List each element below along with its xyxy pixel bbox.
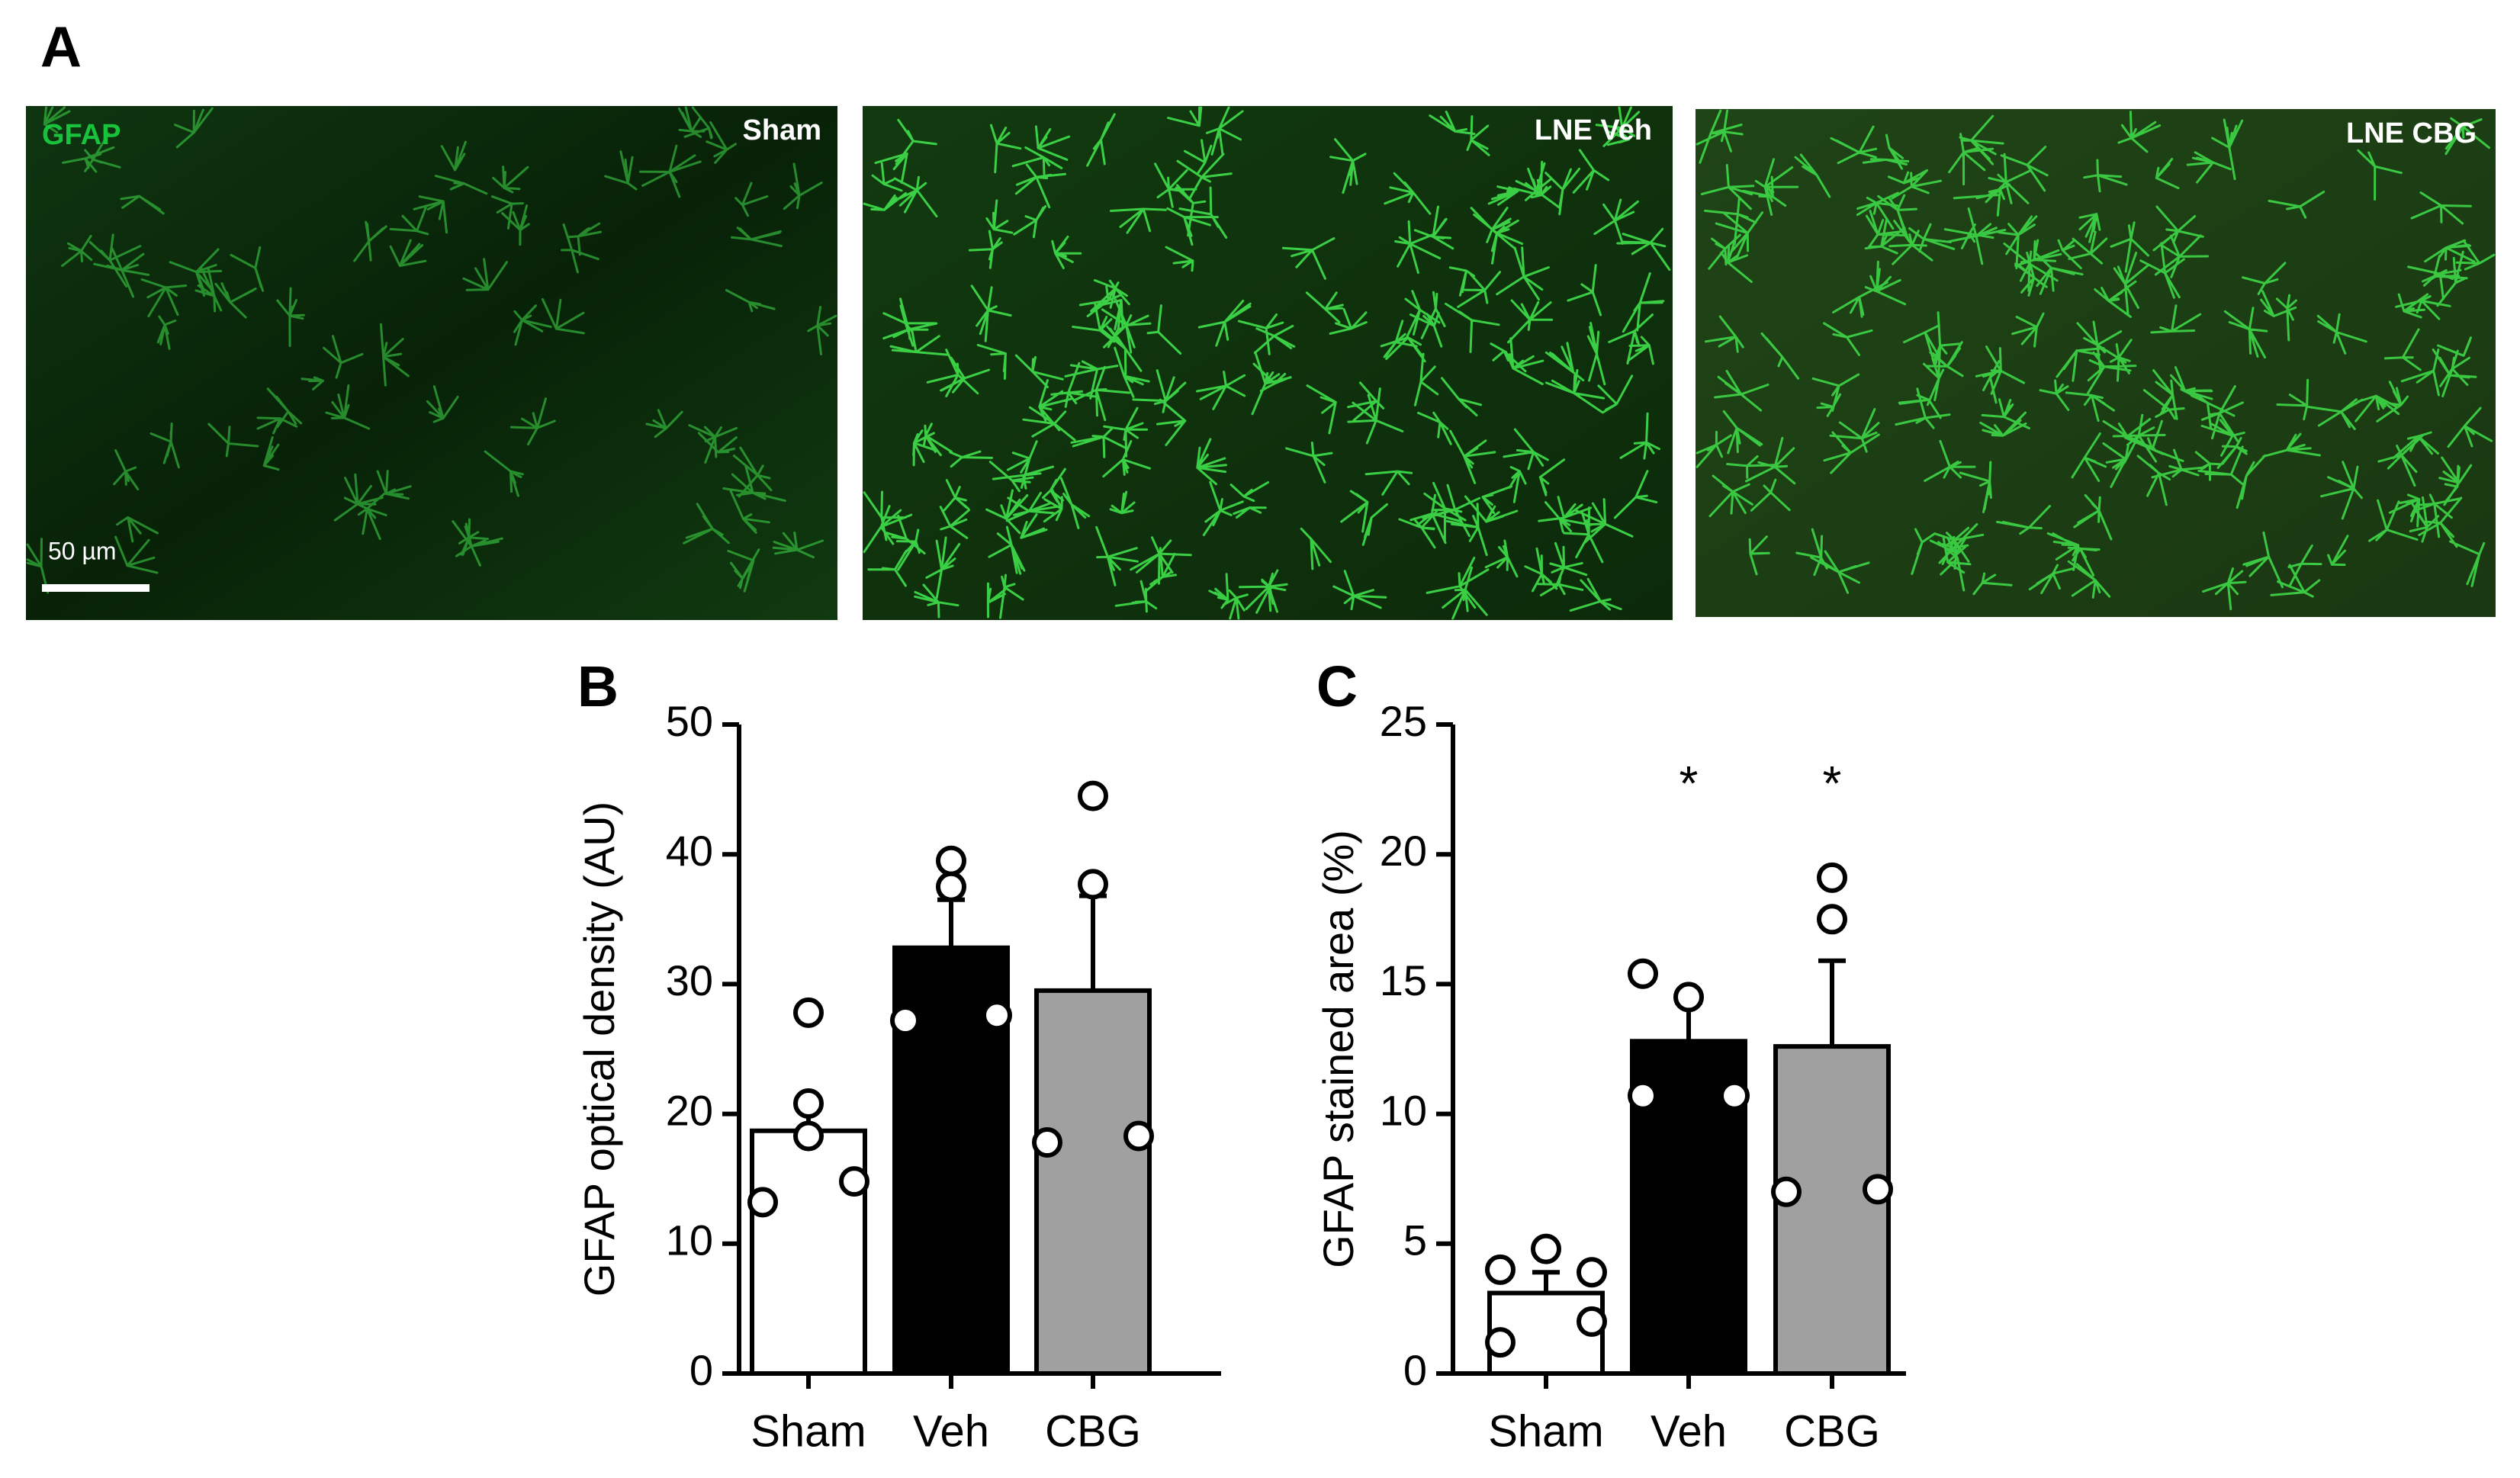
y-tick-label: 0: [689, 1346, 713, 1394]
y-tick-label: 50: [666, 697, 713, 745]
bar: [750, 1128, 867, 1376]
data-point: [1577, 1306, 1607, 1337]
x-tick-label: Veh: [913, 1406, 989, 1456]
data-point: [793, 997, 824, 1028]
y-tick-label: 10: [666, 1216, 713, 1264]
y-tick-label: 25: [1380, 697, 1427, 745]
y-tick-label: 0: [1403, 1346, 1427, 1394]
data-point: [982, 1000, 1012, 1031]
significance: *: [1823, 756, 1842, 811]
image-label: LNE CBG: [2346, 117, 2477, 149]
significance: *: [1679, 756, 1699, 811]
data-point: [1485, 1254, 1516, 1285]
data-point: [1628, 958, 1658, 989]
data-point: [1817, 862, 1847, 893]
data-point: [1078, 780, 1108, 811]
y-axis-label: GFAP stained area (%): [1314, 830, 1362, 1268]
data-point: [1577, 1257, 1607, 1288]
image-label: Sham: [743, 114, 821, 146]
micrograph: [863, 106, 1673, 620]
data-point: [1078, 869, 1108, 900]
image-label: LNE Veh: [1535, 114, 1652, 146]
data-point: [793, 1120, 824, 1152]
x-tick-label: Veh: [1651, 1406, 1727, 1456]
x-tick-label: Sham: [1488, 1406, 1604, 1456]
data-point: [1771, 1176, 1802, 1207]
x-tick-label: CBG: [1784, 1406, 1880, 1456]
scale-bar-label: 50 µm: [48, 537, 117, 564]
scale-bar: [42, 584, 149, 592]
data-point: [936, 871, 966, 902]
panel-label: A: [40, 14, 82, 79]
data-point: [1673, 982, 1704, 1013]
y-tick-label: 20: [1380, 827, 1427, 875]
data-point: [936, 845, 966, 876]
stain-label: GFAP: [42, 119, 121, 151]
data-point: [890, 1005, 921, 1036]
data-point: [839, 1166, 869, 1197]
y-tick-label: 40: [666, 827, 713, 875]
data-point: [1485, 1327, 1516, 1358]
bar: [1773, 1044, 1891, 1376]
data-point: [1719, 1080, 1750, 1111]
astrocyte-processes: [26, 106, 837, 594]
y-tick-label: 30: [666, 956, 713, 1004]
y-tick-label: 5: [1403, 1216, 1427, 1264]
panel-label: B: [577, 654, 619, 718]
y-axis-label: GFAP optical density (AU): [575, 802, 623, 1296]
astrocyte-processes: [863, 106, 1671, 620]
y-tick-label: 10: [1380, 1086, 1427, 1134]
data-point: [1032, 1127, 1062, 1158]
astrocytes: [26, 106, 2496, 620]
panel-label: C: [1316, 654, 1358, 718]
x-tick-label: Sham: [751, 1406, 866, 1456]
data-point: [1123, 1120, 1154, 1152]
astrocyte-processes: [1696, 109, 2496, 611]
y-tick-label: 20: [666, 1086, 713, 1134]
data-point: [1863, 1174, 1893, 1205]
data-point: [1531, 1233, 1561, 1264]
bar: [1034, 988, 1152, 1377]
data-point: [1817, 904, 1847, 935]
x-tick-label: CBG: [1045, 1406, 1141, 1456]
y-tick-label: 15: [1380, 956, 1427, 1004]
data-point: [1628, 1080, 1658, 1111]
data-point: [793, 1088, 824, 1119]
data-point: [747, 1187, 778, 1218]
